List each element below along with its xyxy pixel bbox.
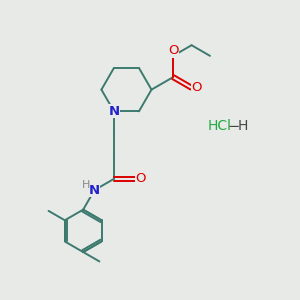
Text: HCl: HCl (207, 119, 231, 134)
Text: O: O (192, 81, 202, 94)
Text: H: H (238, 119, 248, 134)
Text: N: N (88, 184, 100, 197)
Text: O: O (135, 172, 146, 185)
Text: H: H (81, 180, 90, 190)
Text: N: N (108, 105, 119, 118)
Text: −: − (228, 119, 240, 134)
Text: O: O (168, 44, 178, 57)
